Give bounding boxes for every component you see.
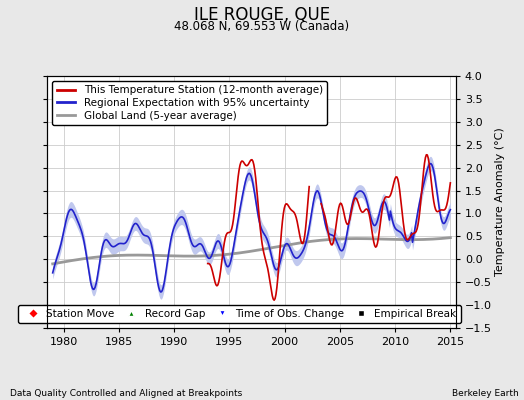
Text: Berkeley Earth: Berkeley Earth [452,389,519,398]
Text: ILE ROUGE, QUE: ILE ROUGE, QUE [194,6,330,24]
Legend: Station Move, Record Gap, Time of Obs. Change, Empirical Break: Station Move, Record Gap, Time of Obs. C… [18,305,461,323]
Y-axis label: Temperature Anomaly (°C): Temperature Anomaly (°C) [495,128,505,276]
Text: Data Quality Controlled and Aligned at Breakpoints: Data Quality Controlled and Aligned at B… [10,389,243,398]
Text: 48.068 N, 69.553 W (Canada): 48.068 N, 69.553 W (Canada) [174,20,350,33]
